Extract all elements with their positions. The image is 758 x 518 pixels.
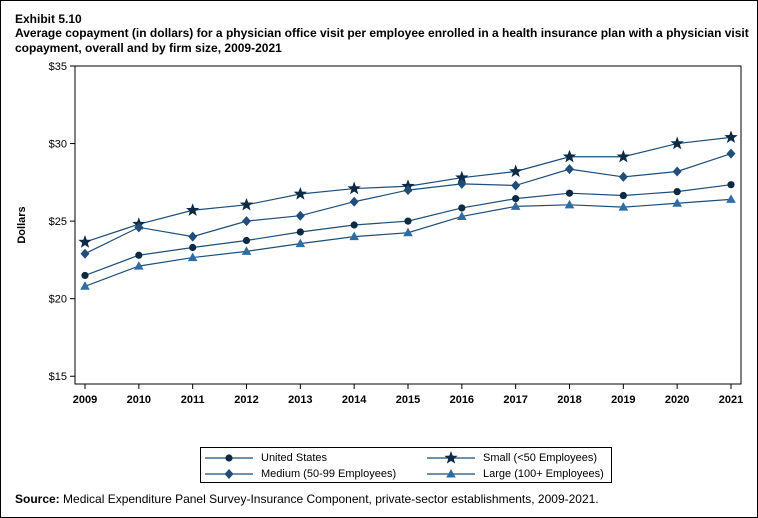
data-point-circle [81, 271, 89, 280]
data-point-triangle [295, 238, 306, 248]
y-tick-label: $25 [49, 216, 67, 228]
legend-item: Medium (50-99 Employees) [205, 466, 396, 482]
data-point-diamond [457, 178, 467, 189]
exhibit-number: Exhibit 5.10 [15, 12, 82, 26]
data-point-star [186, 203, 200, 216]
x-tick-label: 2021 [719, 394, 743, 406]
source-note: Source: Medical Expenditure Panel Survey… [15, 492, 599, 506]
series-line-2 [84, 153, 732, 255]
data-point-circle [242, 236, 251, 245]
data-point-circle [673, 188, 681, 196]
line-chart: $15 $20 $25 $30 $35 2009 2010 2011 2012 2013 2014 2… [16, 61, 743, 406]
data-point-star [78, 235, 92, 248]
data-point-circle [619, 191, 627, 200]
data-point-diamond [349, 196, 359, 207]
legend-swatch [427, 469, 475, 478]
legend-swatch [205, 454, 253, 462]
legend-marker-circle [225, 454, 233, 462]
data-point-triangle [349, 231, 359, 241]
data-point-star [455, 170, 469, 184]
legend-item: Small (<50 Employees) [427, 450, 597, 466]
data-point-diamond [618, 171, 628, 182]
source-text: Medical Expenditure Panel Survey-Insuran… [59, 492, 599, 506]
data-point-circle [350, 221, 358, 229]
legend-label: Medium (50-99 Employees) [261, 468, 397, 480]
y-tick-label: $30 [49, 139, 67, 151]
x-tick-label: 2018 [557, 394, 581, 406]
data-point-circle [189, 243, 197, 252]
data-point-diamond [511, 180, 521, 191]
legend-marker-star [444, 451, 458, 464]
data-point-diamond [188, 231, 198, 242]
x-tick-label: 2011 [181, 394, 205, 406]
y-tick-label: $35 [49, 61, 67, 73]
x-tick-label: 2013 [288, 394, 312, 406]
data-point-diamond [134, 222, 144, 233]
x-tick-label: 2017 [503, 394, 527, 406]
data-point-triangle [80, 281, 90, 290]
y-axis-label: Dollars [16, 206, 28, 243]
data-point-triangle [726, 194, 736, 203]
data-point-diamond [295, 210, 305, 221]
legend-marker-triangle [446, 469, 456, 478]
data-point-diamond [672, 166, 682, 177]
y-tick-label: $20 [49, 294, 67, 306]
data-point-circle [135, 251, 143, 259]
series-line-3 [84, 198, 732, 287]
x-tick-label: 2014 [342, 394, 367, 406]
data-point-triangle [457, 211, 467, 220]
data-point-star [239, 197, 254, 211]
x-tick-label: 2020 [665, 394, 689, 406]
data-point-diamond [726, 148, 736, 159]
data-point-triangle [618, 202, 629, 211]
data-point-circle [727, 181, 735, 189]
legend-label: Large (100+ Employees) [483, 468, 604, 480]
data-point-diamond [565, 164, 574, 175]
data-point-star [509, 164, 523, 178]
data-point-star [616, 149, 630, 163]
legend-swatch [205, 469, 253, 479]
data-point-diamond [80, 248, 90, 259]
chart-title: Average copayment (in dollars) for a phy… [15, 26, 749, 55]
y-tick-label: $15 [49, 371, 67, 383]
data-point-triangle [403, 227, 413, 237]
data-point-circle [565, 189, 574, 197]
data-point-star [670, 136, 684, 150]
data-point-circle [458, 204, 466, 212]
x-tick-label: 2019 [611, 394, 635, 406]
data-point-diamond [403, 185, 413, 196]
legend-label: United States [261, 452, 328, 464]
x-tick-label: 2009 [73, 394, 97, 406]
data-point-triangle [672, 198, 682, 207]
x-tick-label: 2016 [450, 394, 474, 406]
plot-area [74, 65, 742, 385]
x-tick-label: 2012 [234, 394, 258, 406]
data-point-circle [296, 228, 304, 236]
data-point-triangle [564, 199, 575, 209]
data-point-star [562, 149, 577, 163]
data-point-star [724, 130, 738, 144]
chart-legend: United States Small (<50 Employees) Medium… [200, 447, 612, 483]
legend-item: United States [205, 450, 327, 466]
title-block: Exhibit 5.10 Average copayment (in dolla… [15, 12, 750, 56]
data-point-triangle [241, 246, 252, 255]
x-tick-label: 2010 [127, 394, 151, 406]
data-point-triangle [134, 261, 144, 270]
legend-item: Large (100+ Employees) [427, 466, 604, 482]
legend-label: Small (<50 Employees) [483, 452, 598, 464]
x-tick-label: 2015 [396, 394, 420, 406]
data-point-triangle [510, 201, 521, 210]
source-label: Source: [15, 492, 60, 506]
data-point-star [293, 186, 307, 200]
legend-swatch [427, 451, 475, 464]
data-point-triangle [187, 252, 198, 262]
legend-marker-diamond [224, 469, 234, 479]
data-point-circle [512, 195, 520, 203]
data-point-star [347, 181, 361, 195]
data-point-circle [404, 217, 412, 225]
data-point-diamond [242, 216, 251, 227]
